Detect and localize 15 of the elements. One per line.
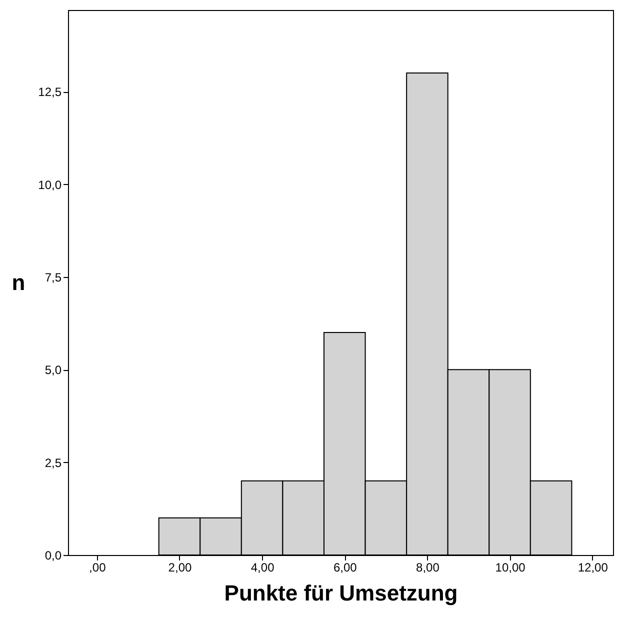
y-tick-label: 0,0: [44, 548, 62, 562]
y-tick-label: 10,0: [38, 178, 62, 192]
x-tick-label: 6,00: [333, 560, 358, 574]
y-tick-label: 7,5: [44, 270, 62, 284]
x-tick-label: 10,00: [495, 560, 526, 574]
y-tick-label: 2,5: [44, 456, 62, 470]
y-axis-title: n: [12, 270, 26, 295]
x-axis-title: Punkte für Umsetzung: [224, 580, 458, 606]
x-tick-label: 4,00: [250, 560, 275, 574]
x-tick-label: 2,00: [168, 560, 192, 574]
y-tick-label: 12,5: [38, 85, 62, 100]
x-tick-label: 12,00: [578, 560, 608, 574]
x-tick-label: 8,00: [416, 560, 440, 574]
y-tick-label: 5,0: [44, 363, 62, 378]
x-tick-label: ,00: [89, 560, 106, 574]
